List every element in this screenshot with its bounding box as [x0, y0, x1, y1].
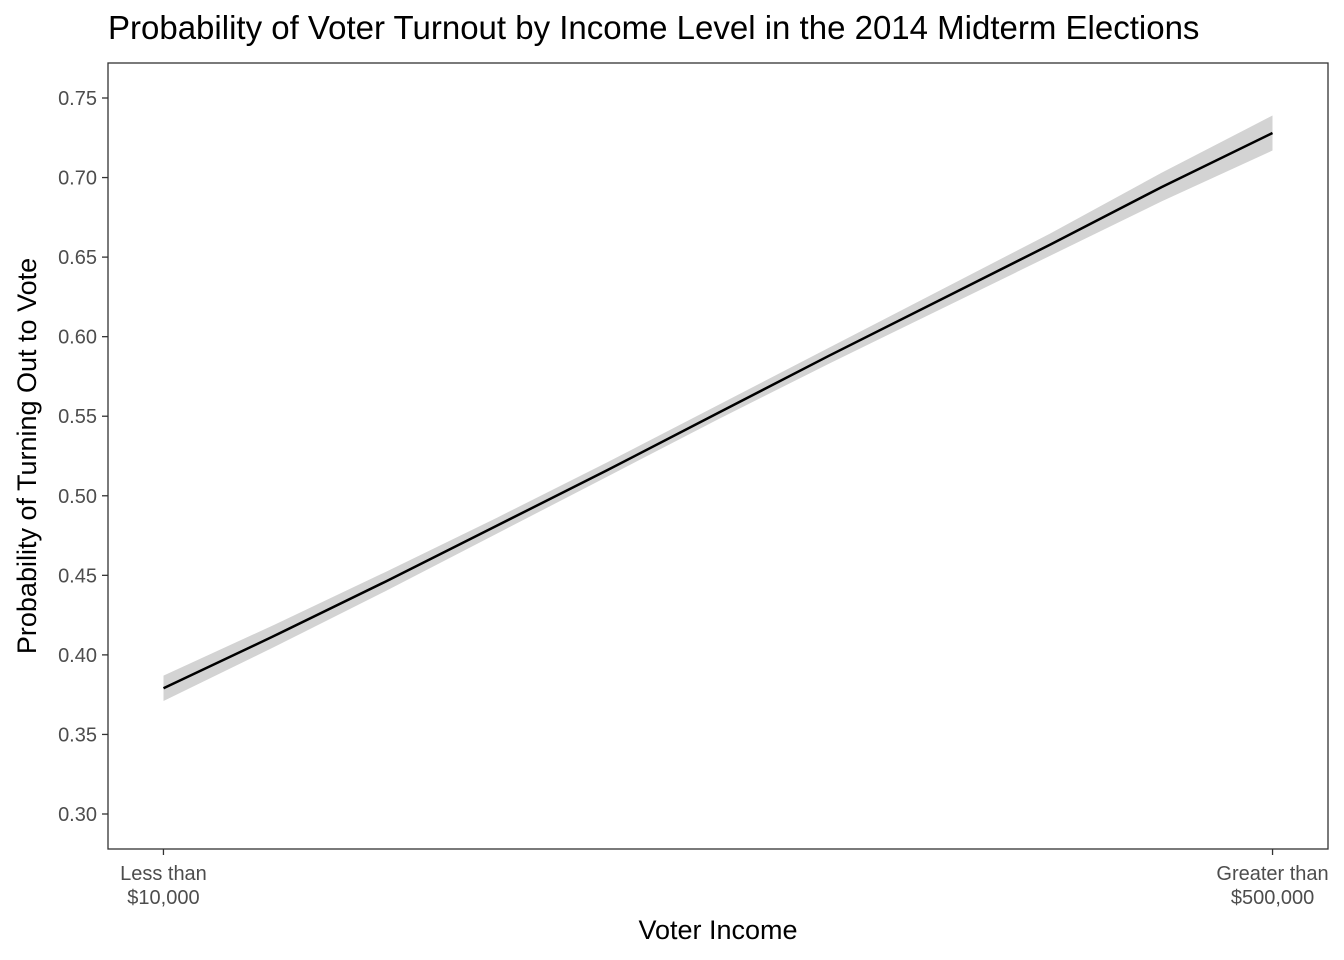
x-axis: Less than $10,000 Greater than $500,000	[120, 849, 1329, 909]
y-tick-label: 0.55	[58, 406, 97, 428]
y-tick-label: 0.40	[58, 645, 97, 667]
y-tick-label: 0.65	[58, 247, 97, 269]
turnout-line	[162, 131, 1274, 690]
y-tick-label: 0.30	[58, 804, 97, 826]
y-axis: 0.30 0.35 0.40 0.45 0.50 0.55 0.60 0.65 0.70 0.75	[58, 88, 108, 826]
y-axis-label: Probability of Turning Out to Vote	[12, 258, 42, 654]
y-tick-label: 0.75	[58, 88, 97, 110]
x-tick-label: Greater than $500,000	[1216, 863, 1328, 909]
y-tick-label: 0.70	[58, 168, 97, 190]
x-tick-label: Less than $10,000	[120, 863, 207, 909]
x-axis-label: Voter Income	[638, 915, 797, 945]
plot-panel	[107, 62, 1329, 850]
chart-title: Probability of Voter Turnout by Income L…	[108, 9, 1199, 46]
y-tick-label: 0.35	[58, 724, 97, 746]
y-tick-label: 0.45	[58, 565, 97, 587]
panel-border	[107, 62, 1329, 850]
confidence-ribbon	[163, 115, 1273, 701]
y-tick-label: 0.50	[58, 486, 97, 508]
y-tick-label: 0.60	[58, 327, 97, 349]
